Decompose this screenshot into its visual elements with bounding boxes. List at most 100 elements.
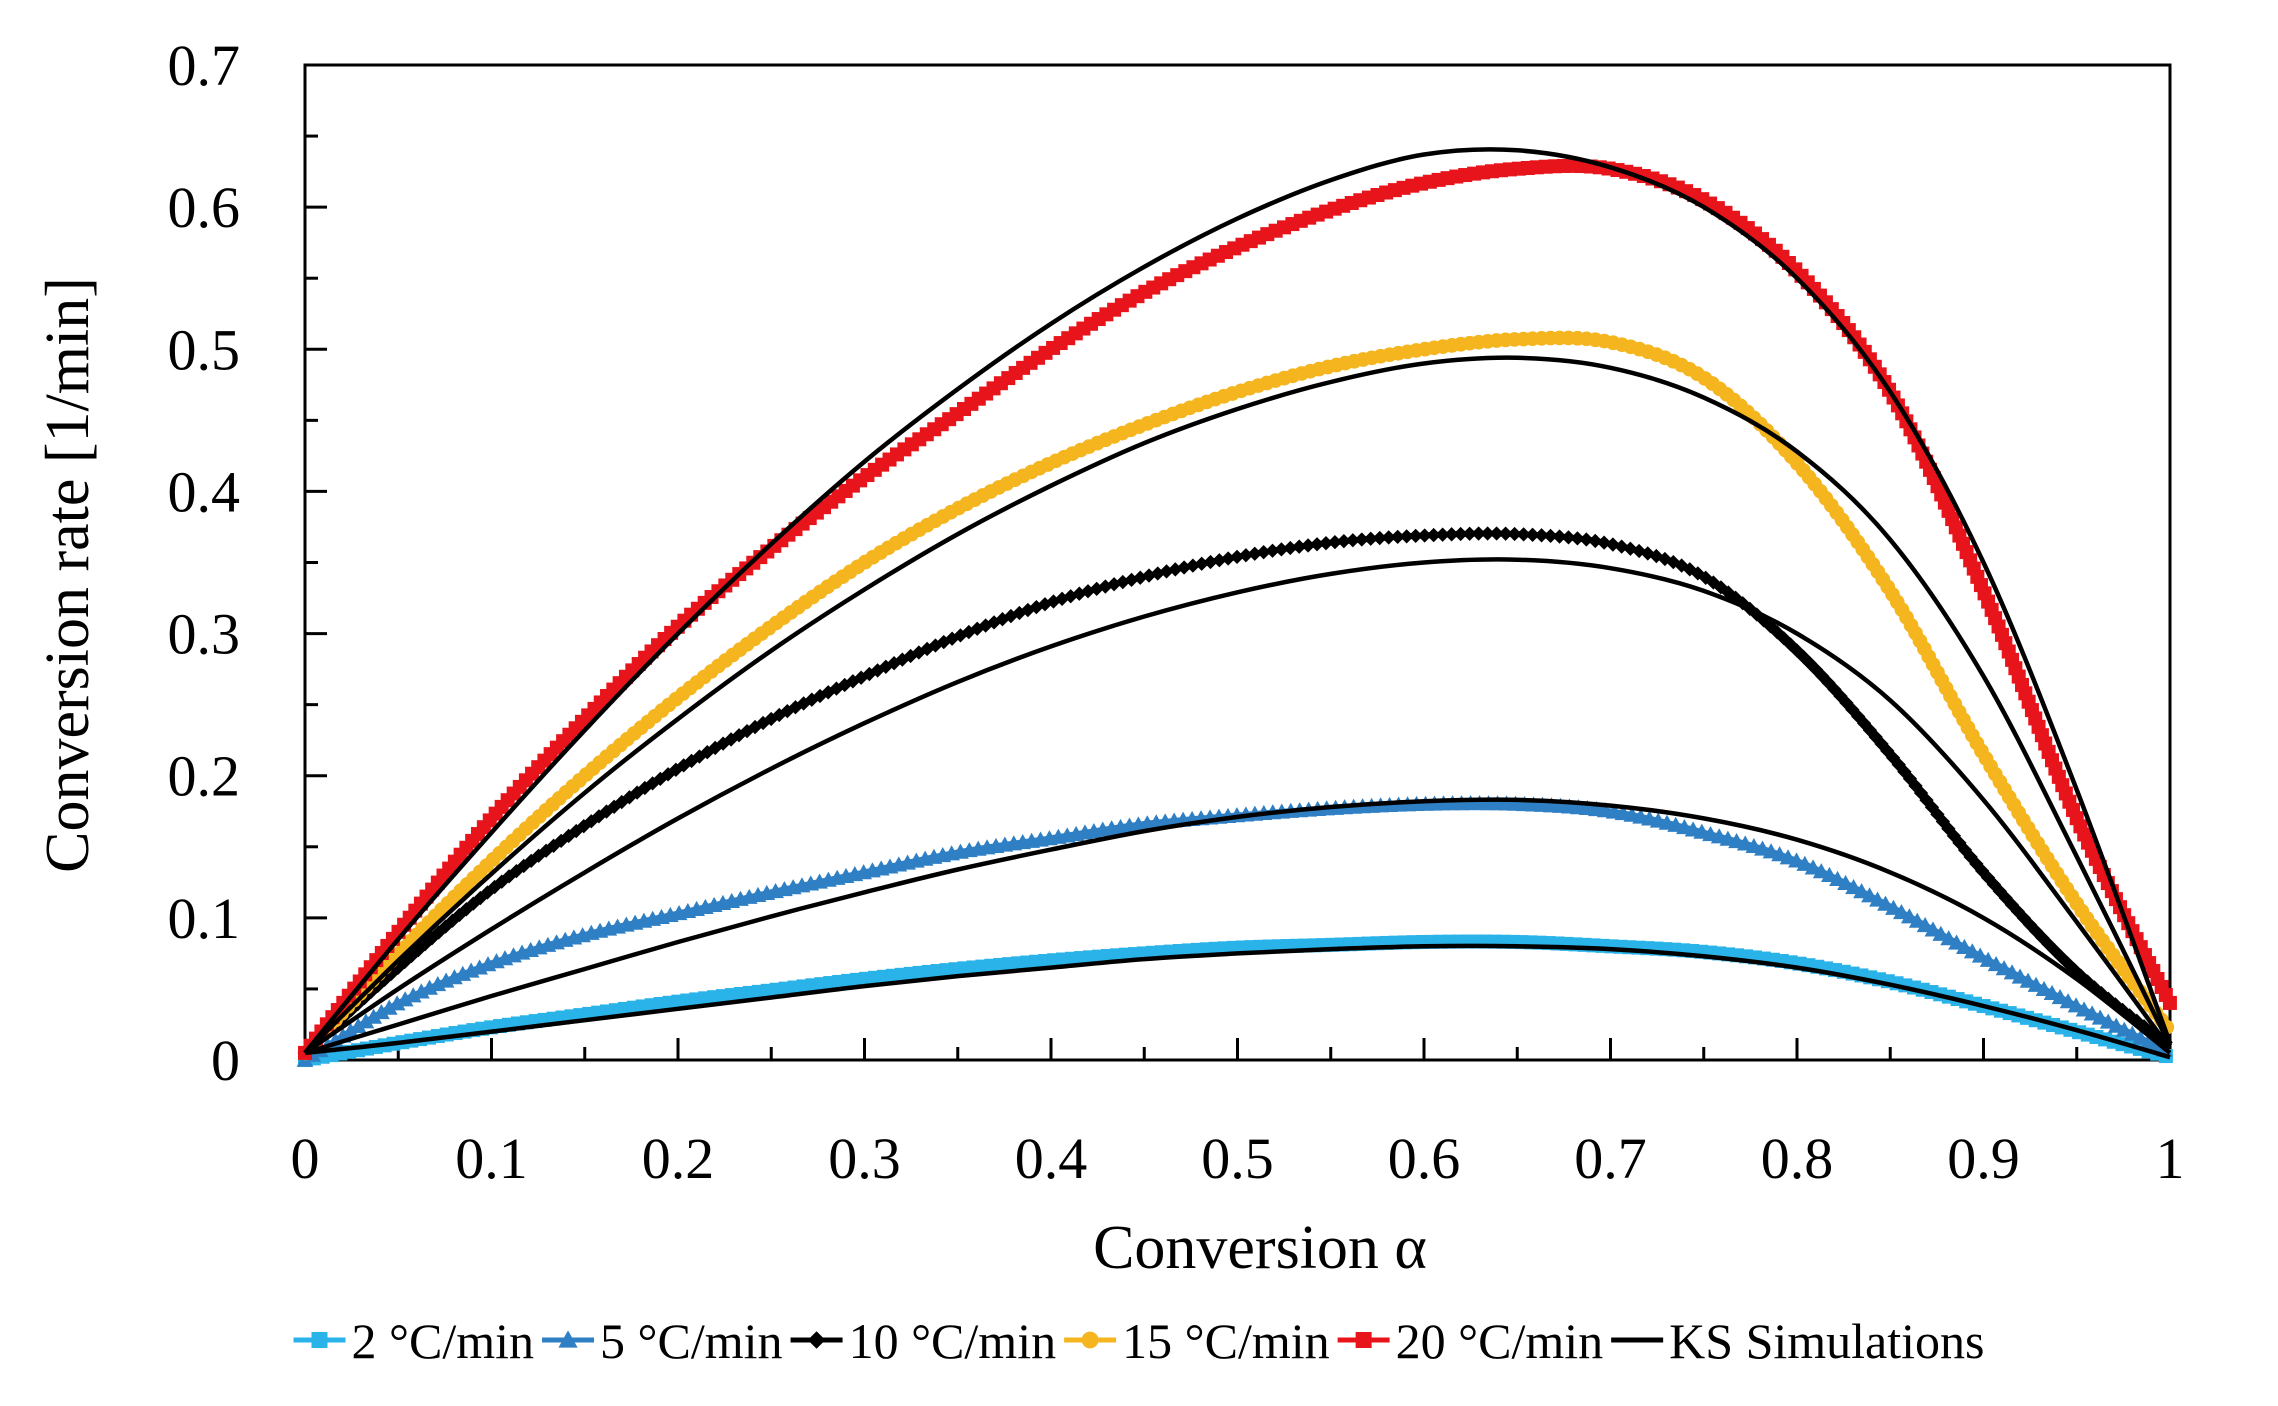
data-point xyxy=(1908,778,1923,794)
y-tick-label: 0.6 xyxy=(168,175,241,240)
data-point xyxy=(1221,551,1236,566)
data-point xyxy=(1552,529,1567,544)
y-tick-label: 0.4 xyxy=(168,459,241,524)
data-point xyxy=(1363,531,1378,546)
x-tick-label: 0.2 xyxy=(642,1126,715,1191)
y-tick-label: 0.1 xyxy=(168,886,241,951)
data-point xyxy=(2162,995,2177,1010)
data-point xyxy=(1935,814,1951,829)
legend-item: KS Simulations xyxy=(1611,1313,1985,1369)
data-point xyxy=(1992,884,2007,899)
data-point xyxy=(1570,531,1585,546)
legend-label: 2 °C/min xyxy=(352,1313,535,1369)
y-tick-label: 0 xyxy=(211,1028,240,1093)
ks-simulation-curve xyxy=(304,943,2171,1060)
data-point xyxy=(1649,548,1664,564)
data-point xyxy=(1507,526,1522,542)
legend-item: 5 °C/min xyxy=(542,1313,783,1369)
data-point xyxy=(390,960,406,976)
data-point xyxy=(1453,526,1468,542)
legend-marker xyxy=(558,1330,578,1348)
legend-marker xyxy=(1355,1332,1372,1348)
ks-simulation-curve xyxy=(303,557,2172,1055)
data-point xyxy=(1462,526,1477,541)
data-point xyxy=(1471,526,1486,541)
data-point xyxy=(1525,527,1540,542)
x-tick-label: 0.4 xyxy=(1015,1126,1088,1191)
legend-item: 10 °C/min xyxy=(790,1313,1056,1369)
data-point xyxy=(1318,536,1334,551)
data-point xyxy=(1185,558,1201,573)
data-point xyxy=(1856,716,1872,731)
data-point xyxy=(1880,743,1895,758)
legend-marker xyxy=(807,1331,826,1349)
data-point xyxy=(1588,533,1603,549)
data-point xyxy=(2028,924,2044,939)
data-point xyxy=(452,907,467,923)
legend-label: KS Simulations xyxy=(1669,1313,1984,1369)
data-point xyxy=(1390,529,1405,545)
series-line xyxy=(302,162,2173,1055)
data-point xyxy=(473,890,488,906)
data-point xyxy=(1274,542,1289,557)
data-point xyxy=(2010,904,2025,919)
legend-item: 20 °C/min xyxy=(1337,1313,1603,1369)
data-point xyxy=(1238,548,1254,563)
data-point xyxy=(1089,581,1104,597)
series-4 xyxy=(298,158,2177,1060)
data-point xyxy=(1657,551,1673,567)
data-point xyxy=(1480,526,1495,541)
data-point xyxy=(1354,532,1369,547)
data-point xyxy=(2136,1019,2152,1034)
data-point xyxy=(417,937,433,952)
data-point xyxy=(1631,543,1647,559)
legend-marker xyxy=(1081,1331,1099,1349)
data-point xyxy=(1919,792,1934,808)
x-tick-label: 0.5 xyxy=(1201,1126,1274,1191)
x-tick-label: 0.3 xyxy=(828,1126,901,1191)
legend-label: 15 °C/min xyxy=(1122,1313,1330,1369)
data-point xyxy=(1498,526,1513,541)
y-tick-labels: 0 0.1 0.2 0.3 0.4 0.5 0.6 0.7 xyxy=(168,33,241,1093)
data-point xyxy=(1345,533,1360,548)
data-point xyxy=(377,972,392,987)
legend-item: 15 °C/min xyxy=(1064,1313,1330,1369)
data-point xyxy=(1868,729,1883,745)
x-tick-label: 0.7 xyxy=(1574,1126,1647,1191)
x-tick-labels: 0 0.1 0.2 0.3 0.4 0.5 0.6 0.7 0.8 0.9 1 xyxy=(291,1126,2185,1191)
data-point xyxy=(1897,764,1912,779)
data-point xyxy=(397,954,412,970)
data-point xyxy=(1952,835,1967,851)
data-point xyxy=(1713,580,1729,595)
data-point xyxy=(1229,549,1245,565)
data-point xyxy=(1327,534,1343,550)
ks-simulation-curve xyxy=(303,355,2173,1055)
data-point xyxy=(1426,527,1441,543)
ks-simulation-curve xyxy=(303,147,2173,1055)
data-point xyxy=(1256,545,1271,560)
data-point xyxy=(2144,1024,2159,1039)
data-point xyxy=(1300,538,1316,553)
data-series xyxy=(296,158,2177,1067)
data-point xyxy=(487,879,502,895)
ks-simulation-curve xyxy=(304,797,2172,1056)
data-point xyxy=(1054,591,1070,606)
data-point xyxy=(1399,529,1414,544)
data-point xyxy=(1265,543,1280,558)
data-point xyxy=(1336,534,1352,549)
x-tick-label: 0.6 xyxy=(1388,1126,1461,1191)
y-tick-label: 0.2 xyxy=(168,744,241,809)
data-point xyxy=(404,987,422,1003)
data-point xyxy=(1444,527,1459,542)
data-point xyxy=(1543,528,1558,544)
data-point xyxy=(1666,554,1681,570)
data-point xyxy=(1998,890,2013,906)
data-point xyxy=(1072,586,1087,601)
x-tick-label: 0 xyxy=(291,1126,320,1191)
y-tick-label: 0.3 xyxy=(168,602,241,667)
data-point xyxy=(342,1022,359,1038)
legend-item: 2 °C/min xyxy=(293,1313,535,1369)
data-point xyxy=(1579,532,1594,547)
data-point xyxy=(1489,526,1504,541)
